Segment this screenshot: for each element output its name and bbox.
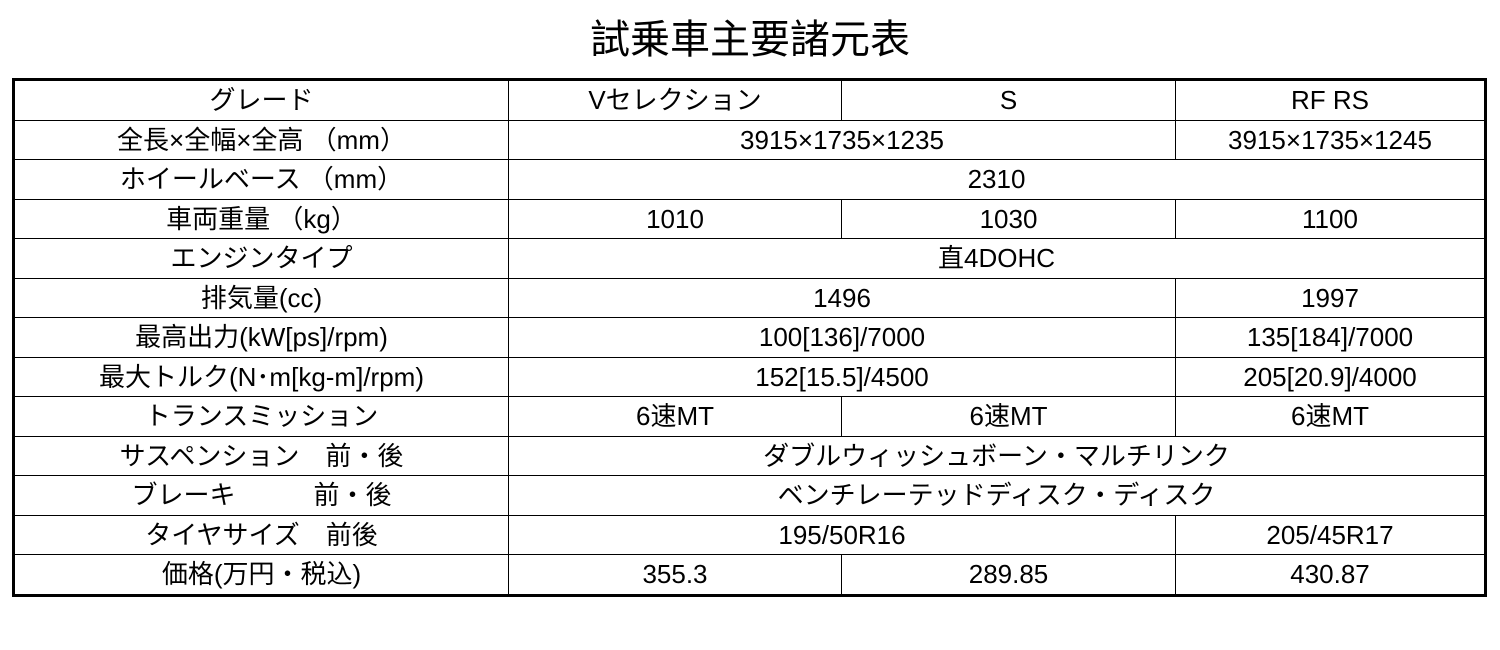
table-cell: 205[20.9]/4000: [1175, 356, 1486, 397]
row-label: サスペンション 前・後: [13, 435, 509, 476]
table-row: エンジンタイプ 直4DOHC: [13, 238, 1486, 279]
row-label: ブレーキ 前・後: [13, 475, 509, 516]
row-label: グレード: [13, 79, 509, 121]
table-row: 排気量(cc) 1496 1997: [13, 277, 1486, 318]
row-label: トランスミッション: [13, 396, 509, 437]
table-row: タイヤサイズ 前後 195/50R16 205/45R17: [13, 514, 1486, 555]
row-label: 排気量(cc): [13, 277, 509, 318]
table-cell: 152[15.5]/4500: [508, 356, 1176, 397]
table-cell: 直4DOHC: [508, 238, 1486, 279]
table-cell: 195/50R16: [508, 514, 1176, 555]
table-row: 最高出力(kW[ps]/rpm) 100[136]/7000 135[184]/70…: [13, 317, 1486, 358]
row-label: 最大トルク(N･m[kg-m]/rpm): [13, 356, 509, 397]
row-label: ホイールベース （mm）: [13, 159, 509, 200]
table-cell: ベンチレーテッドディスク・ディスク: [508, 475, 1486, 516]
table-row: サスペンション 前・後 ダブルウィッシュボーン・マルチリンク: [13, 435, 1486, 476]
row-label: タイヤサイズ 前後: [13, 514, 509, 555]
table-cell: 205/45R17: [1175, 514, 1486, 555]
table-cell: 2310: [508, 159, 1486, 200]
table-cell: 6速MT: [841, 396, 1176, 437]
table-cell: 1100: [1175, 198, 1486, 239]
table-cell: S: [841, 79, 1176, 121]
table-cell: ダブルウィッシュボーン・マルチリンク: [508, 435, 1486, 476]
table-cell: 289.85: [841, 554, 1176, 596]
table-cell: 3915×1735×1245: [1175, 119, 1486, 160]
table-row: 車両重量 （kg） 1010 1030 1100: [13, 198, 1486, 239]
table-cell: Vセレクション: [508, 79, 842, 121]
table-cell: 1997: [1175, 277, 1486, 318]
table-cell: 100[136]/7000: [508, 317, 1176, 358]
table-cell: 6速MT: [508, 396, 842, 437]
table-cell: 355.3: [508, 554, 842, 596]
table-cell: 135[184]/7000: [1175, 317, 1486, 358]
row-label: 価格(万円・税込): [13, 554, 509, 596]
table-cell: 1030: [841, 198, 1176, 239]
table-cell: RF RS: [1175, 79, 1486, 121]
row-label: 最高出力(kW[ps]/rpm): [13, 317, 509, 358]
row-label: 車両重量 （kg）: [13, 198, 509, 239]
table-cell: 1496: [508, 277, 1176, 318]
page-title: 試乗車主要諸元表: [590, 18, 910, 62]
table-row: ブレーキ 前・後 ベンチレーテッドディスク・ディスク: [13, 475, 1486, 516]
table-row: トランスミッション 6速MT 6速MT 6速MT: [13, 396, 1486, 437]
table-row: 全長×全幅×全高 （mm） 3915×1735×1235 3915×1735×124…: [13, 119, 1486, 160]
table-row: グレード Vセレクション S RF RS: [13, 79, 1486, 121]
table-cell: 6速MT: [1175, 396, 1486, 437]
row-label: 全長×全幅×全高 （mm）: [13, 119, 509, 160]
table-row: 価格(万円・税込) 355.3 289.85 430.87: [13, 554, 1486, 596]
table-row: ホイールベース （mm） 2310: [13, 159, 1486, 200]
row-label: エンジンタイプ: [13, 238, 509, 279]
table-cell: 1010: [508, 198, 842, 239]
table-cell: 430.87: [1175, 554, 1486, 596]
spec-table: グレード Vセレクション S RF RS 全長×全幅×全高 （mm） 3915×1735×…: [12, 78, 1487, 597]
table-cell: 3915×1735×1235: [508, 119, 1176, 160]
table-row: 最大トルク(N･m[kg-m]/rpm) 152[15.5]/4500 205[20…: [13, 356, 1486, 397]
